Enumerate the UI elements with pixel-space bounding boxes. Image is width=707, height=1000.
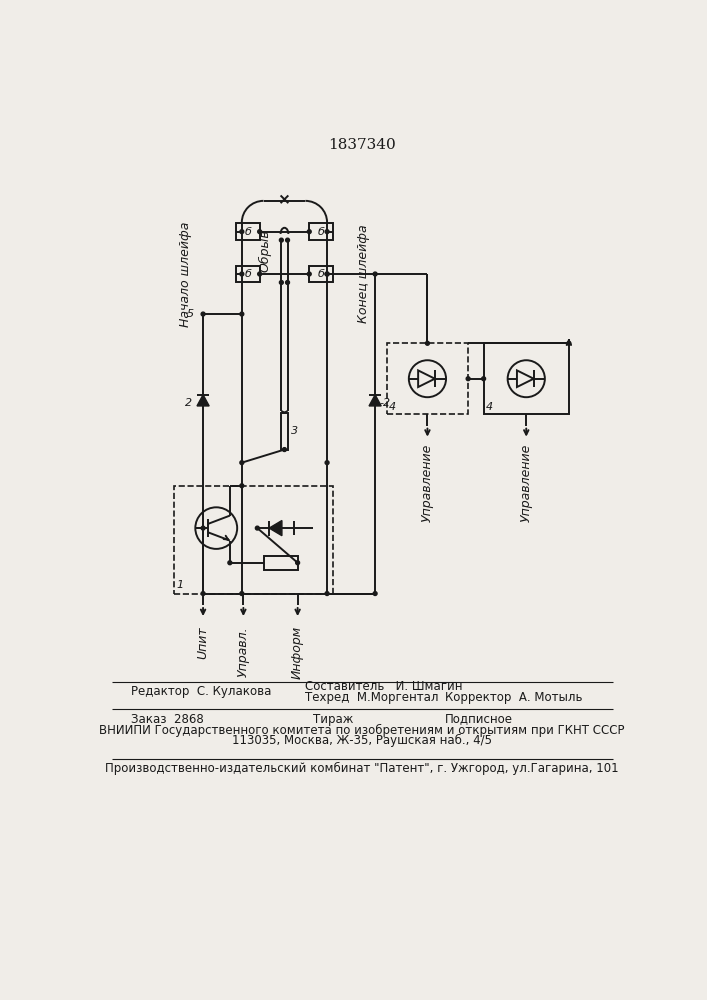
Circle shape xyxy=(258,272,262,276)
Circle shape xyxy=(201,592,205,595)
Text: Подписное: Подписное xyxy=(445,713,513,726)
Text: 113035, Москва, Ж-35, Раушская наб., 4/5: 113035, Москва, Ж-35, Раушская наб., 4/5 xyxy=(232,734,492,747)
Circle shape xyxy=(279,281,284,284)
Text: 4: 4 xyxy=(486,402,493,412)
Polygon shape xyxy=(269,521,282,536)
Circle shape xyxy=(325,272,329,276)
Text: Управление: Управление xyxy=(421,443,434,522)
Bar xyxy=(236,266,259,282)
Circle shape xyxy=(373,592,377,595)
Circle shape xyxy=(567,341,571,345)
Circle shape xyxy=(426,341,429,345)
Circle shape xyxy=(228,561,232,565)
Text: 3: 3 xyxy=(291,426,298,436)
Text: Составитель   И. Шмагин: Составитель И. Шмагин xyxy=(305,680,463,693)
Text: Обрыв: Обрыв xyxy=(259,230,271,272)
Text: б: б xyxy=(245,227,252,237)
Text: 1837340: 1837340 xyxy=(328,138,396,152)
Text: Производственно-издательский комбинат "Патент", г. Ужгород, ул.Гагарина, 101: Производственно-издательский комбинат "П… xyxy=(105,762,619,775)
Circle shape xyxy=(286,281,289,284)
Text: -2: -2 xyxy=(379,398,390,408)
Bar xyxy=(309,223,332,240)
Bar xyxy=(264,556,298,570)
Circle shape xyxy=(373,272,377,276)
Circle shape xyxy=(296,561,300,565)
Text: Управл.: Управл. xyxy=(237,626,250,677)
Circle shape xyxy=(240,312,244,316)
Circle shape xyxy=(286,238,289,242)
Circle shape xyxy=(283,448,286,451)
Polygon shape xyxy=(197,395,209,406)
Polygon shape xyxy=(369,395,381,406)
Circle shape xyxy=(466,377,470,381)
Text: 5: 5 xyxy=(187,309,194,319)
Text: Редактор  С. Кулакова: Редактор С. Кулакова xyxy=(131,685,271,698)
Text: ВНИИПИ Государственного комитета по изобретениям и открытиям при ГКНТ СССР: ВНИИПИ Государственного комитета по изоб… xyxy=(99,724,625,737)
Text: 2: 2 xyxy=(185,398,192,408)
Circle shape xyxy=(240,230,244,234)
Bar xyxy=(387,343,468,414)
Bar xyxy=(281,413,288,450)
Text: Тираж: Тираж xyxy=(313,713,354,726)
Circle shape xyxy=(240,484,244,488)
Bar xyxy=(236,223,259,240)
Circle shape xyxy=(255,526,259,530)
Text: Uпит: Uпит xyxy=(197,626,209,659)
Circle shape xyxy=(258,230,262,234)
Text: Информ: Информ xyxy=(291,626,304,679)
Text: Конец шлейфа: Конец шлейфа xyxy=(357,225,370,323)
Text: Корректор  А. Мотыль: Корректор А. Мотыль xyxy=(445,691,583,704)
Circle shape xyxy=(240,592,244,595)
Text: Техред  М.Моргентал: Техред М.Моргентал xyxy=(305,691,439,704)
Circle shape xyxy=(325,272,329,276)
Circle shape xyxy=(308,272,311,276)
Circle shape xyxy=(325,592,329,595)
Circle shape xyxy=(201,312,205,316)
Circle shape xyxy=(240,272,244,276)
Text: б: б xyxy=(317,269,325,279)
Circle shape xyxy=(481,377,486,381)
Text: Начало шлейфа: Начало шлейфа xyxy=(179,221,192,327)
Circle shape xyxy=(308,230,311,234)
Text: б: б xyxy=(245,269,252,279)
Circle shape xyxy=(279,238,284,242)
Text: Управление: Управление xyxy=(520,443,533,522)
Circle shape xyxy=(240,461,244,465)
Text: 1: 1 xyxy=(177,580,184,590)
Text: 4: 4 xyxy=(389,402,396,412)
Circle shape xyxy=(325,461,329,465)
Text: Заказ  2868: Заказ 2868 xyxy=(131,713,204,726)
Bar xyxy=(309,266,332,282)
Text: б: б xyxy=(317,227,325,237)
Circle shape xyxy=(201,526,205,530)
Circle shape xyxy=(325,230,329,234)
Bar xyxy=(484,343,569,414)
Bar xyxy=(174,486,332,594)
